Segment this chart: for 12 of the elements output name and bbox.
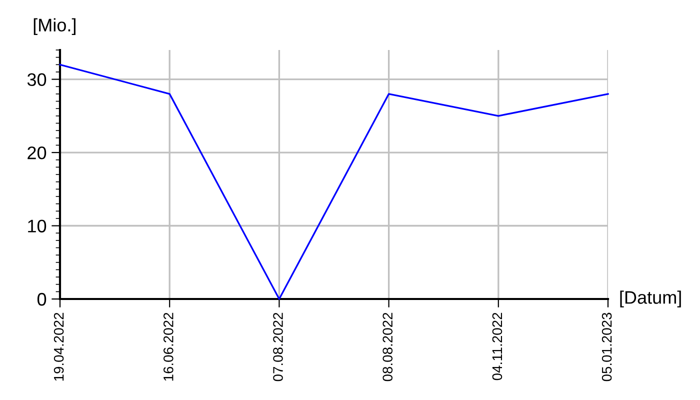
x-tick-label: 04.11.2022 xyxy=(492,312,502,380)
x-tick-label: 08.08.2022 xyxy=(382,312,393,382)
y-tick-label: 20 xyxy=(28,146,46,160)
y-tick-label: 30 xyxy=(27,73,46,86)
x-tick-label: 05.01.2023 xyxy=(602,312,612,382)
y-tick-label: 10 xyxy=(28,220,46,232)
x-tick-label: 07.08.2022 xyxy=(273,312,283,382)
x-tick-label: 19.04.2022 xyxy=(54,312,64,381)
y-axis-title: [Mio.] xyxy=(34,18,76,36)
y-tick-label: 0 xyxy=(37,292,46,306)
x-axis-title: [Datum] xyxy=(620,290,681,308)
x-tick-label: 16.06.2022 xyxy=(163,312,174,381)
